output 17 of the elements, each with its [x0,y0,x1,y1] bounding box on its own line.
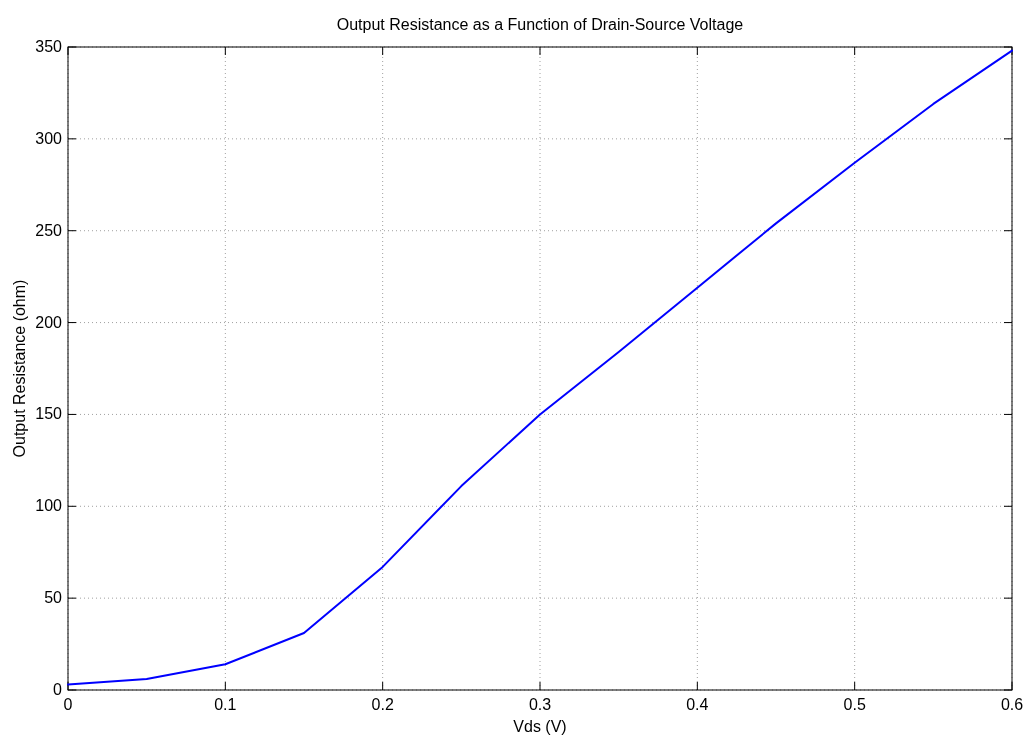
y-tick-label: 350 [35,38,63,55]
x-tick-label: 0.2 [371,696,394,713]
x-tick-label: 0.4 [686,696,709,713]
x-tick-label: 0.1 [214,696,237,713]
y-tick-label: 150 [35,405,63,423]
x-axis-title: Vds (V) [513,718,567,735]
chart-title: Output Resistance as a Function of Drain-Source Voltage [336,16,744,33]
x-tick-label: 0.5 [843,696,866,713]
x-tick-label: 0.3 [528,696,552,713]
y-tick-label: 0 [53,681,63,698]
y-tick-label: 50 [44,589,63,607]
y-tick-label: 300 [35,129,63,147]
x-tick-label: 0.6 [1000,696,1024,713]
y-tick-label: 100 [35,497,63,515]
y-tick-label: 200 [35,313,63,331]
y-tick-label: 250 [35,221,63,239]
y-axis-title: Output Resistance (ohm) [11,279,28,458]
